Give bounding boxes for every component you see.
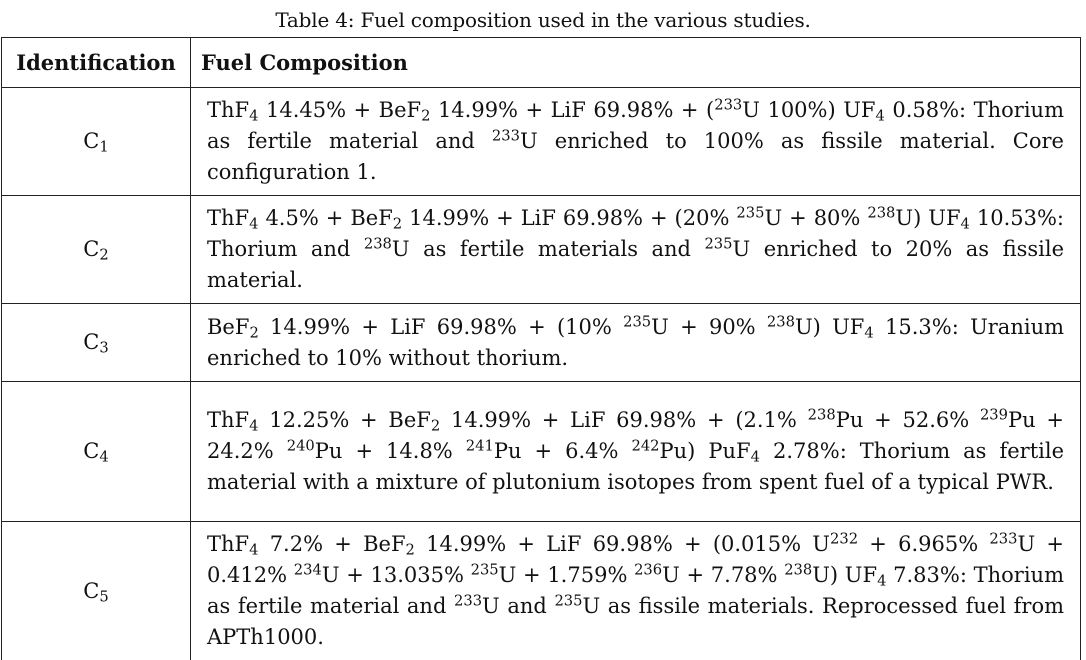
superscript: 232 (830, 531, 858, 548)
composition-text: U + 7.78% (662, 563, 784, 587)
subscript: 4 (961, 216, 970, 233)
table-row: C3 BeF2 14.99% + LiF 69.98% + (10% 235U … (2, 304, 1081, 382)
subscript: 2 (99, 247, 108, 264)
composition-text: 14.99% + LiF 69.98% + (2.1% (440, 408, 807, 432)
composition-text: 7.2% + BeF (258, 532, 405, 556)
composition-text: ThF (207, 532, 249, 556)
fuel-composition-table: Identification Fuel Composition C1 ThF4 … (1, 37, 1081, 660)
subscript: 4 (99, 449, 108, 466)
composition-text: BeF (207, 315, 249, 339)
composition-text: Pu + 52.6% (836, 408, 980, 432)
superscript: 238 (808, 407, 836, 424)
composition-text: U + 13.035% (322, 563, 471, 587)
row-fuel-composition: ThF 4 4.5% + BeF2 14.99% + LiF 69.98% + (… (191, 196, 1081, 304)
composition-text: 12.25% + BeF (258, 408, 430, 432)
table-row: C4 ThF4 12.25% + BeF2 14.99% + LiF 69.98… (2, 382, 1081, 522)
superscript: 235 (471, 562, 499, 579)
composition-text: Pu + 14.8% (315, 439, 466, 463)
table-header-row: Identification Fuel Composition (2, 38, 1081, 88)
subscript: 4 (751, 449, 760, 466)
superscript: 240 (287, 438, 315, 455)
superscript: 238 (364, 236, 392, 253)
composition-text: Pu + 6.4% (494, 439, 632, 463)
superscript: 233 (492, 128, 520, 145)
superscript: 236 (634, 562, 662, 579)
superscript: 238 (784, 562, 812, 579)
composition-text: U and (482, 594, 554, 618)
composition-text: 14.99% + LiF 69.98% + ( (430, 98, 714, 122)
composition-text: C (83, 129, 99, 153)
subscript: 2 (249, 324, 258, 341)
table-row: C5 ThF4 7.2% + BeF2 14.99% + LiF 69.98% … (2, 522, 1081, 660)
superscript: 235 (623, 313, 651, 330)
composition-text: U as fertile materials and (392, 237, 705, 261)
composition-text: U) UF (795, 315, 864, 339)
composition-text: 14.45% + BeF (258, 98, 421, 122)
composition-text: ThF (207, 98, 249, 122)
composition-text: Pu) PuF (660, 439, 751, 463)
row-fuel-composition: ThF4 14.45% + BeF2 14.99% + LiF 69.98% +… (191, 88, 1081, 196)
superscript: 235 (554, 593, 582, 610)
superscript: 233 (714, 97, 742, 114)
composition-text: 14.99% + LiF 69.98% + (10% (259, 315, 623, 339)
row-identification: C2 (2, 196, 191, 304)
subscript: 4 (875, 108, 884, 125)
composition-text: C (83, 237, 99, 261)
superscript: 233 (454, 593, 482, 610)
subscript: 5 (99, 588, 108, 605)
composition-text: C (83, 439, 99, 463)
subscript: 2 (393, 216, 402, 233)
superscript: 239 (980, 407, 1008, 424)
composition-text: C (83, 579, 99, 603)
row-identification: C4 (2, 382, 191, 522)
composition-text: U) UF (812, 563, 877, 587)
superscript: 238 (867, 205, 895, 222)
composition-text: ThF (207, 206, 249, 230)
row-identification: C5 (2, 522, 191, 660)
row-identification: C3 (2, 304, 191, 382)
subscript: 4 (864, 324, 873, 341)
composition-text: C (83, 330, 99, 354)
composition-text: U + 1.759% (499, 563, 634, 587)
composition-text: U) UF (895, 206, 960, 230)
composition-text: ThF (207, 408, 249, 432)
superscript: 238 (767, 313, 795, 330)
superscript: 235 (736, 205, 764, 222)
superscript: 234 (294, 562, 322, 579)
header-fuel-composition: Fuel Composition (191, 38, 1081, 88)
composition-text: 4.5% + BeF (258, 206, 392, 230)
row-fuel-composition: ThF4 7.2% + BeF2 14.99% + LiF 69.98% + (… (191, 522, 1081, 660)
composition-text: 14.99% + LiF 69.98% + (0.015% U (415, 532, 830, 556)
composition-text: U 100%) UF (742, 98, 875, 122)
table-row: C1 ThF4 14.45% + BeF2 14.99% + LiF 69.98… (2, 88, 1081, 196)
table-caption: Table 4: Fuel composition used in the va… (0, 8, 1086, 32)
subscript: 2 (406, 542, 415, 559)
subscript: 2 (431, 418, 440, 435)
superscript: 235 (704, 236, 732, 253)
superscript: 242 (631, 438, 659, 455)
superscript: 241 (466, 438, 494, 455)
superscript: 233 (989, 531, 1017, 548)
row-identification: C1 (2, 88, 191, 196)
composition-text: 14.99% + LiF 69.98% + (20% (402, 206, 736, 230)
subscript: 1 (99, 139, 108, 156)
table-row: C2 ThF4 4.5% + BeF2 14.99% + LiF 69.98% … (2, 196, 1081, 304)
composition-text: + 6.965% (858, 532, 989, 556)
composition-text: U + 80% (764, 206, 867, 230)
row-fuel-composition: ThF 4 12.25% + BeF2 14.99% + LiF 69.98% +… (191, 382, 1081, 522)
composition-text: U + 90% (651, 315, 767, 339)
header-identification: Identification (2, 38, 191, 88)
row-fuel-composition: BeF2 14.99% + LiF 69.98% + (10% 235U + 9… (191, 304, 1081, 382)
subscript: 3 (99, 340, 108, 357)
